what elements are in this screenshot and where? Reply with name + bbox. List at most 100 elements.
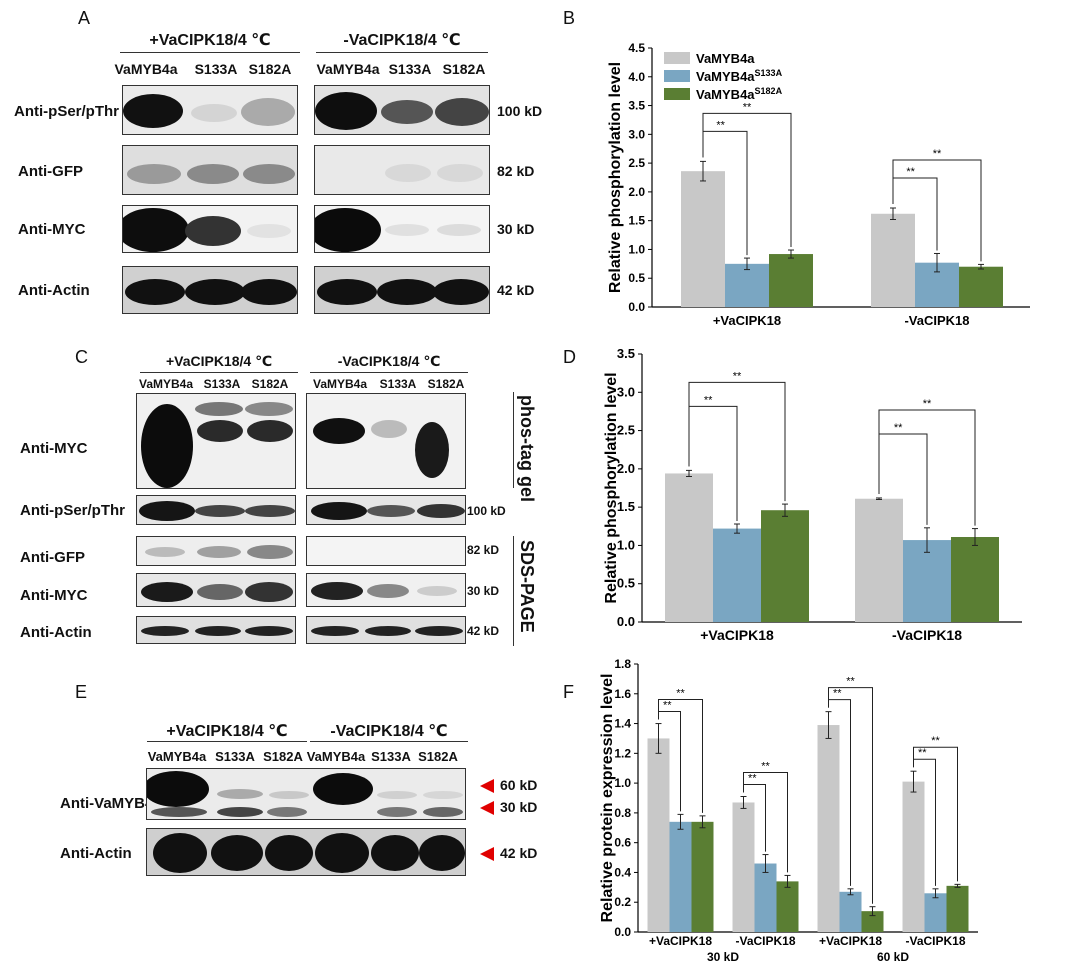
blot-image [314, 85, 490, 135]
significance-label: ** [923, 398, 932, 410]
condition-minus-underline [310, 741, 468, 742]
antibody-label: Anti-Actin [20, 624, 92, 641]
bar [669, 821, 692, 932]
blot-image [314, 145, 490, 195]
legend-label: VaMYB4aS182A [696, 86, 783, 102]
blot-image [306, 495, 466, 525]
molecular-weight-label: 30 kD [467, 584, 500, 598]
antibody-label: Anti-pSer/pThr [14, 103, 119, 120]
legend-swatch [664, 52, 690, 64]
significance-bracket [743, 772, 788, 873]
y-tick-label: 3.0 [617, 384, 635, 399]
phos-tag-gel-label: phos-tag gel [517, 395, 537, 502]
blot-image [136, 573, 296, 607]
y-tick-label: 1.5 [628, 214, 645, 228]
y-tick-label: 1.5 [617, 499, 635, 514]
significance-label: ** [676, 688, 685, 700]
blot-image [146, 828, 466, 876]
blot-band [315, 92, 377, 130]
blot-band [371, 835, 419, 871]
bar [946, 885, 969, 932]
blot-band [245, 626, 293, 636]
blot-band [365, 626, 411, 636]
blot-band [185, 216, 241, 246]
bar [647, 738, 670, 932]
legend-superscript: S182A [755, 86, 783, 96]
antibody-label: Anti-VaMYB4a [60, 795, 162, 812]
bar [769, 254, 813, 307]
y-tick-label: 3.0 [628, 127, 645, 141]
blot-band [415, 422, 449, 478]
red-arrow-icon [480, 847, 494, 861]
blot-band [217, 807, 263, 817]
legend-label: VaMYB4a [696, 51, 755, 66]
y-tick-label: 3.5 [628, 99, 645, 113]
significance-bracket [702, 112, 792, 248]
bar [713, 528, 761, 622]
antibody-label: Anti-pSer/pThr [20, 502, 125, 519]
blot-band [313, 418, 365, 444]
lane-label: S182A [418, 749, 458, 764]
panel-label-a: A [78, 8, 91, 28]
antibody-label: Anti-GFP [18, 163, 83, 180]
y-axis-label: Relative phosphorylation level [603, 372, 620, 603]
group-label: 30 kD [707, 950, 739, 964]
significance-label: ** [906, 166, 915, 178]
category-label: +VaCIPK18 [700, 627, 774, 643]
y-tick-label: 1.0 [628, 242, 645, 256]
chart-f: 0.0 0.2 0.4 0.6 0.8 1.0 1.2 1.4 1.6 1.8 Relative p… [599, 657, 978, 964]
y-tick-label: 0.0 [628, 300, 645, 314]
bar [754, 863, 777, 932]
blot-image [306, 616, 466, 644]
lane-label: S182A [251, 377, 289, 391]
blot-band [245, 505, 295, 517]
y-tick-label: 2.0 [617, 461, 635, 476]
blot-band [377, 807, 417, 817]
blot-image [136, 495, 296, 525]
significance-label: ** [748, 773, 757, 785]
blot-band [315, 208, 381, 252]
blot-band [437, 224, 481, 236]
significance-bracket [688, 381, 786, 502]
blot-band [127, 164, 181, 184]
molecular-weight-label: 82 kD [467, 543, 500, 557]
blot-image [122, 145, 298, 195]
phos-tag-bracket [513, 392, 514, 488]
blot-band [241, 98, 295, 126]
condition-minus-title: -VaCIPK18/4 ℃ [343, 32, 461, 49]
blot-band [195, 402, 243, 416]
condition-plus-underline [147, 741, 307, 742]
chart-d: 0.0 0.5 1.0 1.5 2.0 2.5 3.0 3.5 Relative phospho… [603, 346, 1022, 643]
lane-label: S182A [248, 61, 292, 77]
significance-label: ** [663, 700, 672, 712]
antibody-label: Anti-MYC [20, 587, 88, 604]
blot-band [247, 224, 291, 238]
lane-label: S182A [442, 61, 486, 77]
legend-label: VaMYB4aS133A [696, 68, 783, 84]
blot-band [371, 420, 407, 438]
y-tick-label: 2.5 [628, 156, 645, 170]
sds-page-bracket [513, 536, 514, 646]
blot-band [245, 582, 293, 602]
molecular-weight-label: 42 kD [500, 845, 538, 861]
blot-image [146, 768, 466, 820]
group-label: 60 kD [877, 950, 909, 964]
blot-image [136, 536, 296, 566]
blot-band [315, 833, 369, 873]
significance-label: ** [931, 735, 940, 747]
blot-image [306, 393, 466, 489]
blot-band [385, 164, 431, 182]
blot-band [195, 505, 245, 517]
condition-plus-underline [120, 52, 300, 53]
blot-band [435, 98, 489, 126]
blot-band [311, 502, 367, 520]
blot-band [185, 279, 245, 305]
blot-image [136, 393, 296, 489]
lane-label: S133A [388, 61, 432, 77]
lane-label: S133A [379, 377, 417, 391]
blot-image [314, 266, 490, 314]
category-label: -VaCIPK18 [905, 934, 965, 948]
significance-label: ** [733, 370, 742, 382]
category-label: +VaCIPK18 [649, 934, 712, 948]
legend-swatch [664, 88, 690, 100]
